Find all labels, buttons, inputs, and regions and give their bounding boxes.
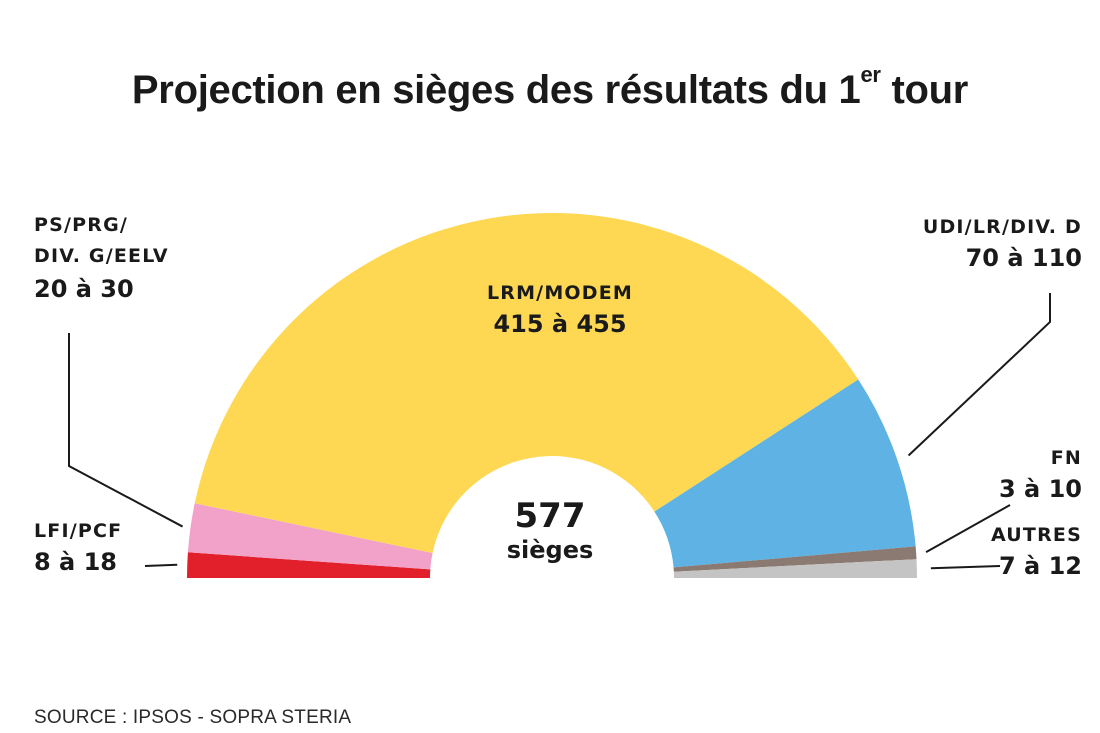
segment-lfi [187, 552, 431, 578]
center-total: 577 sièges [506, 496, 594, 564]
label-lfi: LFI/PCF 8 à 18 [34, 520, 123, 576]
leader-line-ps [68, 333, 184, 528]
segment-ps [187, 503, 433, 570]
leader-line-udi [907, 293, 1051, 457]
segment-autres [673, 559, 917, 578]
segment-fn [673, 546, 917, 572]
label-lrm: LRM/MODEM 415 à 455 [486, 282, 634, 338]
leader-line-autres [930, 565, 1001, 570]
label-udi: UDI/LR/DIV. D 70 à 110 [922, 216, 1082, 272]
segment-udi [654, 379, 916, 568]
leader-line-fn [925, 504, 1011, 553]
label-fn: FN 3 à 10 [998, 447, 1082, 503]
chart-title: Projection en sièges des résultats du 1e… [131, 62, 969, 113]
source-note: SOURCE : IPSOS - SOPRA STERIA [34, 707, 352, 728]
segment-lrm [194, 213, 859, 554]
label-ps: PS/PRG/ DIV. G/EELV 20 à 30 [34, 214, 169, 303]
label-autres: AUTRES 7 à 12 [990, 524, 1082, 580]
leader-line-lfi [144, 563, 178, 567]
